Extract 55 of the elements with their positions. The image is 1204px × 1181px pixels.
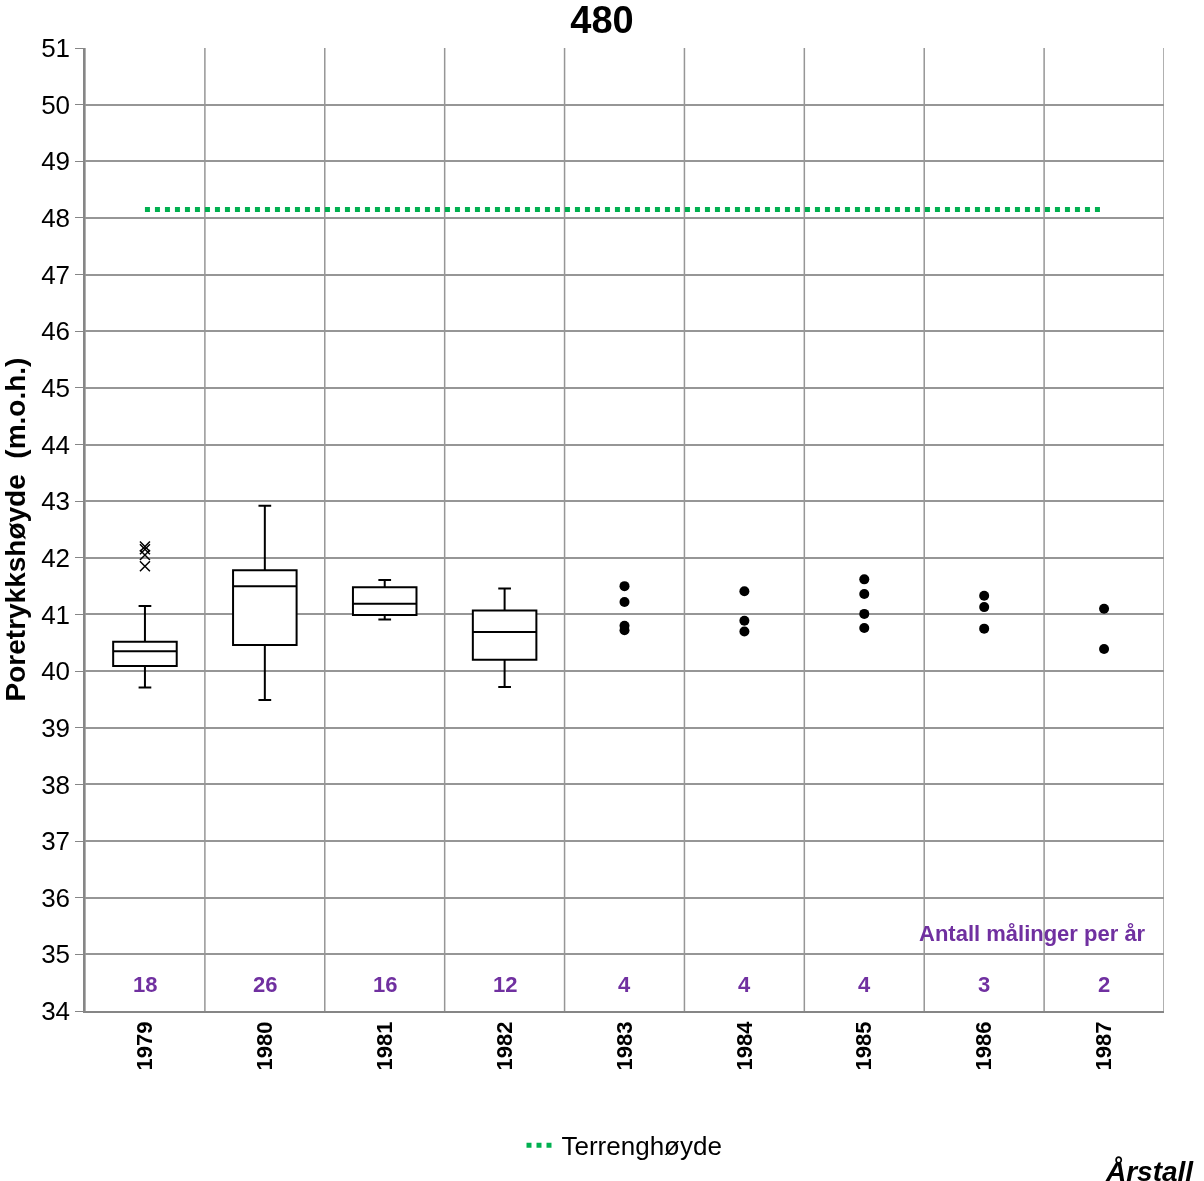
annotation: 3 [978,972,991,997]
y-tick-label: 37 [41,826,71,857]
point [979,590,990,601]
y-tick-label: 35 [41,939,71,970]
point [619,581,630,592]
legend-label: Terrenghøyde [561,1131,722,1162]
point [859,608,870,619]
y-tick-label: 39 [41,712,71,743]
annotation: 4 [738,972,751,997]
y-tick-label: 36 [41,882,71,913]
y-tick-label: 34 [41,996,71,1027]
x-tick-label: 1984 [731,1020,757,1071]
y-tick-label: 40 [41,656,71,687]
x-tick-label: 1982 [491,1021,517,1071]
y-tick-label: 47 [41,259,71,290]
point [739,615,750,626]
x-tick-label: 1983 [611,1021,637,1071]
annotation: Antall målinger per år [919,921,1146,946]
annotation: 18 [133,972,158,997]
point [979,602,990,613]
annotation: 12 [493,972,518,997]
point [619,597,630,608]
y-tick-label: 46 [41,316,71,347]
annotation: 4 [858,972,871,997]
y-tick-label: 44 [41,429,71,460]
point [1099,644,1110,655]
chart-title: 480 [570,0,634,41]
y-tick-label: 51 [41,33,71,64]
x-tick-label: 1980 [251,1021,277,1071]
y-tick-label: 45 [41,372,71,403]
x-axis-title: Årstall [1105,1156,1195,1181]
x-tick-label: 1981 [371,1021,397,1071]
point [739,626,750,637]
point [1099,603,1110,614]
point [859,574,870,585]
annotation: 2 [1098,972,1111,997]
point [979,623,990,634]
y-tick-label: 38 [41,769,71,800]
x-tick-label: 1986 [971,1021,997,1071]
point [859,623,870,634]
x-tick-label: 1987 [1091,1021,1117,1071]
annotation: 26 [253,972,278,997]
point [739,586,750,597]
y-axis-title: Poretrykkshøyde (m.o.h.) [0,357,31,702]
y-tick-label: 49 [41,146,71,177]
y-tick-label: 41 [41,599,71,630]
y-tick-label: 42 [41,542,71,573]
y-tick-label: 43 [41,486,71,517]
x-tick-label: 1985 [851,1021,877,1071]
annotation: 4 [618,972,631,997]
point [859,589,870,600]
annotation: 16 [373,972,398,997]
x-tick-label: 1979 [132,1021,158,1071]
y-tick-label: 50 [41,89,71,120]
y-tick-label: 48 [41,203,71,234]
